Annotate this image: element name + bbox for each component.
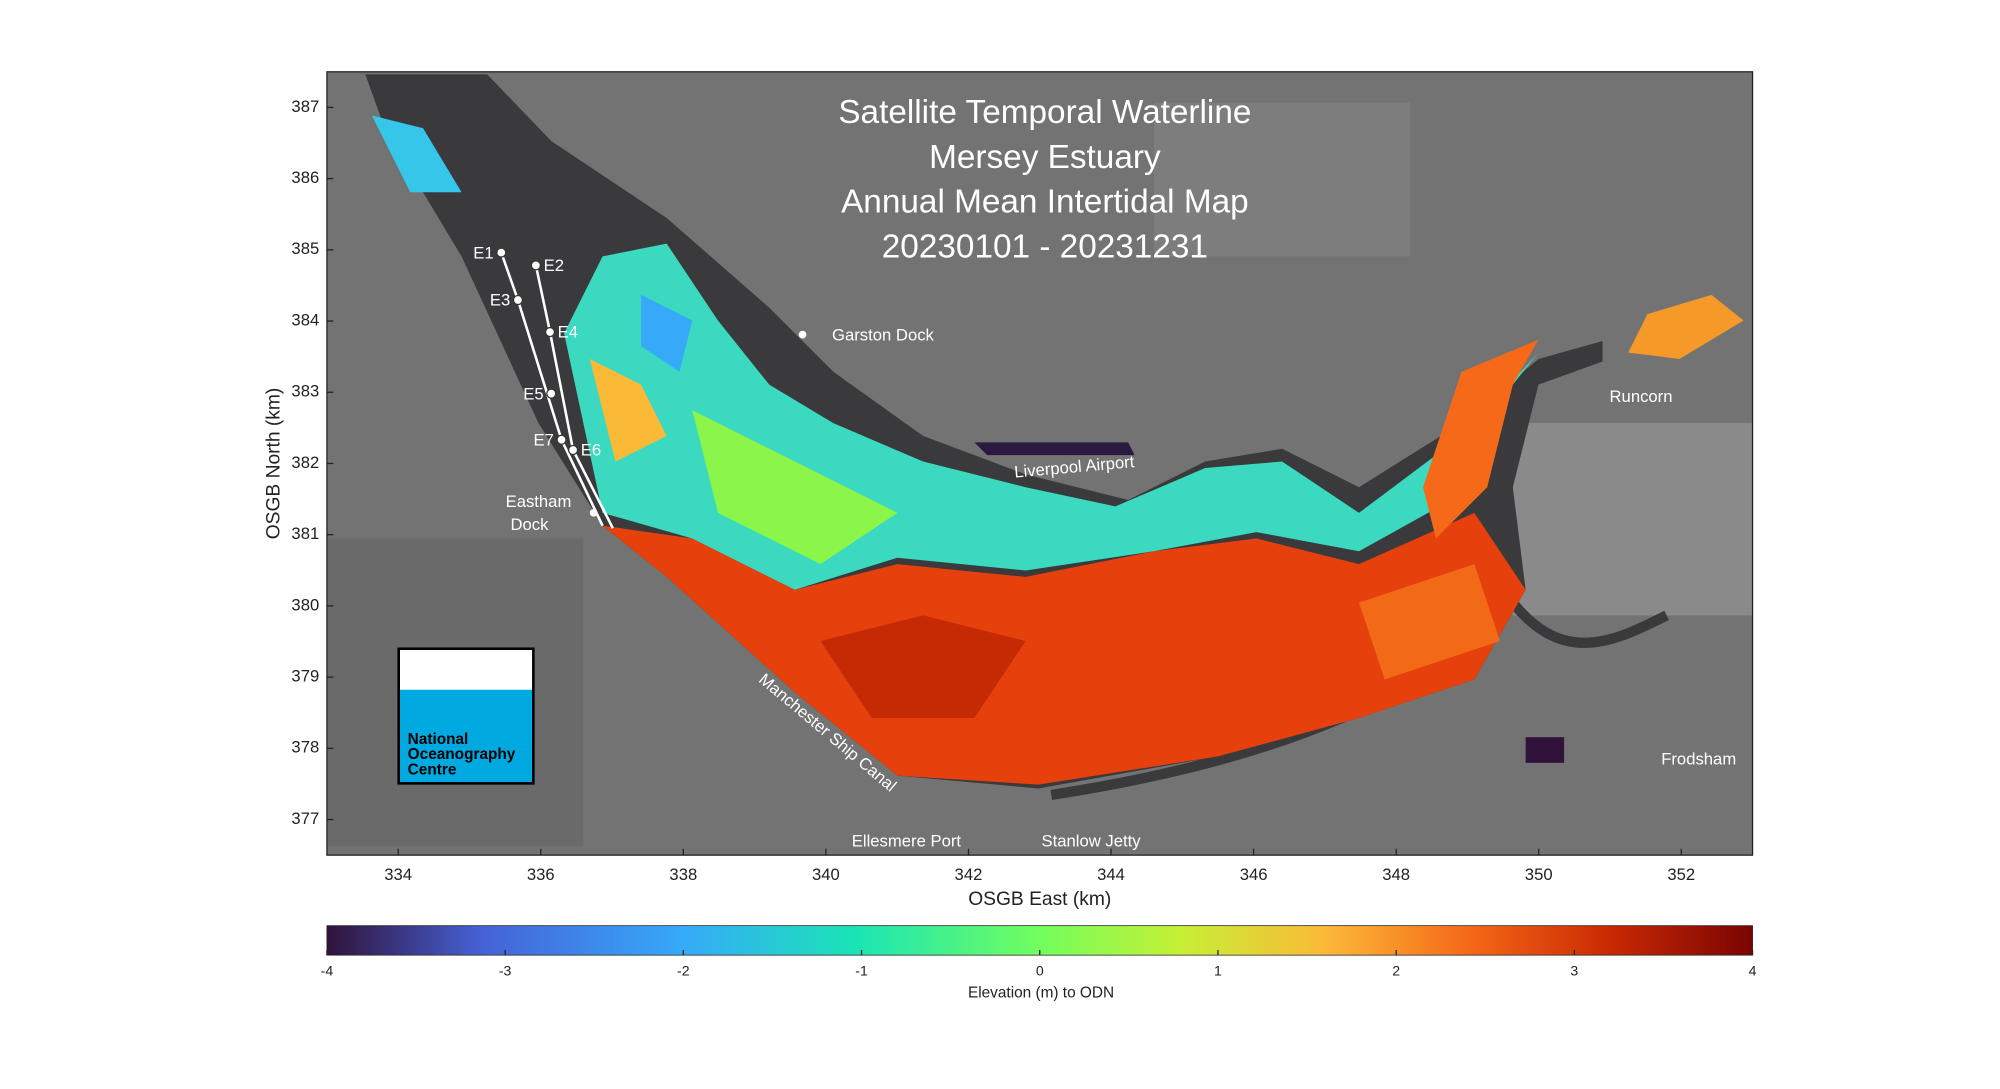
station-label: E2 — [544, 256, 564, 275]
y-tick-label: 383 — [291, 382, 319, 401]
intertidal-high — [602, 512, 1526, 785]
x-tick-label: 340 — [812, 865, 840, 884]
station-label: E6 — [581, 441, 601, 460]
map-title: Mersey Estuary — [929, 139, 1161, 176]
station — [496, 247, 507, 258]
station-label: E5 — [523, 384, 543, 403]
place-marker — [589, 508, 598, 517]
intertidal-mid — [1628, 294, 1744, 359]
logo-text: National — [408, 731, 469, 748]
logo-band — [400, 650, 533, 690]
x-tick-label: 338 — [669, 865, 697, 884]
patch — [1525, 737, 1565, 763]
station-lines — [500, 252, 614, 529]
x-tick-label: 336 — [527, 865, 555, 884]
x-axis-label: OSGB East (km) — [968, 889, 1111, 910]
intertidal-mid — [589, 358, 667, 462]
y-tick-label: 380 — [291, 595, 319, 614]
x-tick-label: 344 — [1097, 865, 1125, 884]
place-marker — [798, 330, 807, 339]
x-tick-label: 334 — [384, 865, 412, 884]
y-axis-label: OSGB North (km) — [263, 388, 284, 540]
place-label: Dock — [511, 515, 550, 534]
place-label: Runcorn — [1610, 387, 1673, 406]
map-title: Annual Mean Intertidal Map — [841, 184, 1249, 221]
map-title: 20230101 - 20231231 — [882, 229, 1208, 266]
colorbar-tick-label: -4 — [321, 963, 334, 979]
logo-text: Centre — [408, 762, 457, 779]
map — [326, 71, 1753, 856]
x-tick-label: 348 — [1382, 865, 1410, 884]
station — [512, 294, 524, 306]
y-tick-label: 382 — [291, 453, 319, 472]
intertidal-mid — [1423, 339, 1539, 539]
y-tick-label: 378 — [291, 738, 319, 757]
land — [1153, 102, 1411, 257]
y-tick-label: 377 — [291, 809, 319, 828]
y-tick-label: 386 — [291, 168, 319, 187]
place-label: Stanlow Jetty — [1041, 832, 1141, 851]
station-label: E4 — [558, 323, 578, 342]
colorbar-tick-label: -3 — [499, 963, 512, 979]
colorbar-tick-label: 3 — [1570, 963, 1578, 979]
colorbar-tick-label: -2 — [677, 963, 690, 979]
x-tick-label: 346 — [1240, 865, 1268, 884]
airport — [974, 442, 1135, 456]
station-label: E7 — [533, 430, 553, 449]
y-tick-label: 387 — [291, 97, 319, 116]
transect — [534, 265, 614, 529]
colorbar-tick-label: 4 — [1749, 963, 1757, 979]
map-title: Satellite Temporal Waterline — [838, 94, 1251, 131]
colorbar-tick-label: 1 — [1214, 963, 1222, 979]
logo — [397, 647, 535, 785]
colorbar-tick-label: -1 — [855, 963, 868, 979]
x-tick-label: 350 — [1525, 865, 1553, 884]
station — [556, 434, 567, 445]
station — [530, 260, 542, 271]
intertidal-low — [371, 115, 462, 193]
intertidal-mid — [692, 410, 898, 565]
y-tick-label: 381 — [291, 524, 319, 543]
intertidal-low — [641, 294, 693, 372]
station-label: E3 — [490, 291, 510, 310]
colorbar-label: Elevation (m) to ODN — [968, 985, 1114, 1002]
y-tick-label: 379 — [291, 667, 319, 686]
y-tick-label: 384 — [291, 310, 319, 329]
colorbar-tick-label: 2 — [1392, 963, 1400, 979]
place-label: Ellesmere Port — [852, 832, 962, 851]
station-label: E1 — [473, 243, 493, 262]
place-label: Eastham — [506, 492, 572, 511]
station — [546, 388, 557, 399]
transect — [500, 252, 604, 527]
x-tick-label: 352 — [1667, 865, 1695, 884]
colorbar-tick-label: 0 — [1036, 963, 1044, 979]
x-tick-label: 342 — [955, 865, 983, 884]
logo-text: Oceanography — [408, 746, 516, 763]
intertidal-high — [1358, 564, 1500, 680]
station — [567, 444, 579, 456]
station — [544, 326, 556, 338]
place-label: Garston Dock — [832, 325, 934, 344]
y-tick-label: 385 — [291, 239, 319, 258]
town — [1512, 423, 1753, 616]
place-label: Frodsham — [1661, 750, 1736, 769]
intertidal-high — [820, 615, 1026, 718]
axes-frame — [326, 71, 1754, 856]
